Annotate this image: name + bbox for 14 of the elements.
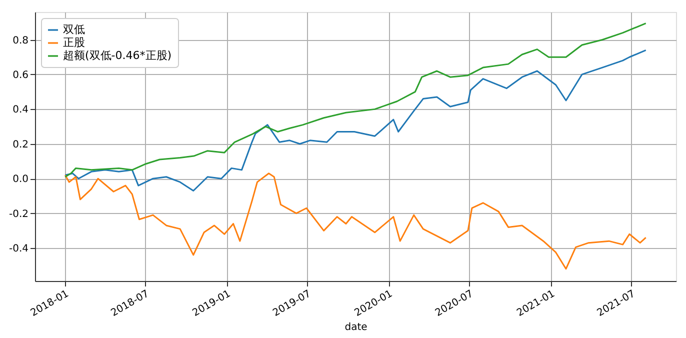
y-tick-label: 0.0: [12, 174, 28, 186]
legend-label: 正股: [63, 36, 85, 49]
y-tick-label: -0.4: [8, 244, 28, 255]
line-series: [64, 172, 647, 270]
y-tick-label: 0.2: [12, 139, 28, 150]
y-tick-label: 0.6: [12, 70, 28, 81]
legend-label: 超额(双低-0.46*正股): [63, 49, 172, 62]
y-tick-label: 0.4: [12, 104, 28, 116]
line-series: [64, 22, 647, 178]
y-tick-label: 0.8: [12, 35, 28, 46]
legend-label: 双低: [63, 23, 85, 36]
x-axis-title: date: [344, 322, 368, 334]
y-tick-label: -0.2: [8, 208, 28, 220]
line-series: [64, 49, 647, 192]
